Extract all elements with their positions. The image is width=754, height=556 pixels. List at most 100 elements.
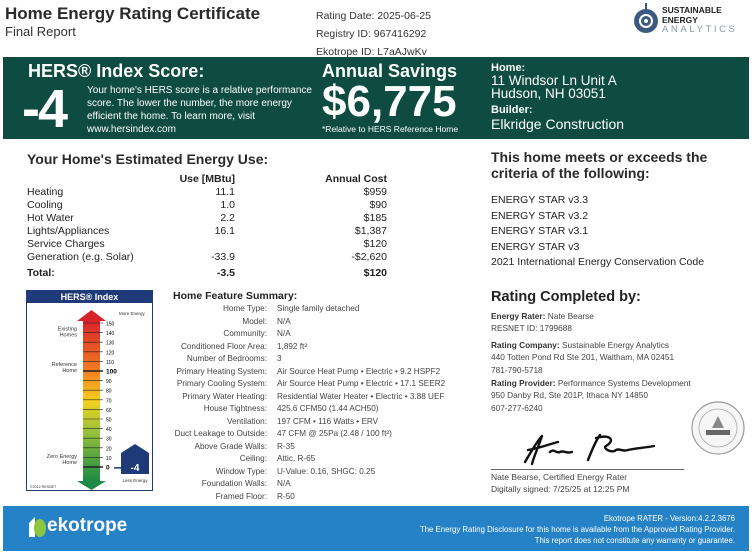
feature-row: Home Type: Single family detached [160,303,445,316]
home-info: Home: 11 Windsor Ln Unit A Hudson, NH 03… [491,62,625,133]
home-label: Home: [491,62,526,74]
criteria-item: ENERGY STAR v3.2 [491,209,589,222]
total-cost: $120 [363,267,387,279]
company-info: Rating Company: Sustainable Energy Analy… [491,339,674,376]
feature-row: Primary Heating System: Air Source Heat P… [160,366,445,379]
hers-description: Your home's HERS score is a relative per… [87,85,312,135]
certificate-title: Home Energy Rating Certificate [5,4,261,23]
feature-value: Attic, R-65 [277,454,316,463]
energy-row: Heating 11.1 $959 [27,186,387,199]
energy-cost: $185 [363,212,387,224]
feature-row: Primary Water Heating: Residential Water … [160,391,445,404]
provider-phone: 607-277-6240 [491,402,543,413]
energy-use-title: Your Home's Estimated Energy Use: [27,151,269,167]
feature-row: Above Grade Walls: R-35 [160,441,445,454]
col-use: Use [MBtu] [179,173,235,185]
feature-value: R-50 [277,491,295,501]
feature-row: Window Type: U-Value: 0.16, SHGC: 0.25 [160,466,445,479]
energy-use [167,238,235,251]
feature-label: Primary Cooling System: [176,379,267,388]
energy-use: -33.9 [211,251,235,263]
scale-tick-label: 60 [106,408,112,414]
scale-arrow-down [77,481,106,490]
company-name: Sustainable Energy Analytics [562,340,670,350]
energy-row: Hot Water 2.2 $185 [27,212,387,225]
scale-tick-label: 10 [106,456,112,462]
feature-label: Primary Water Heating: [182,391,267,401]
report-subtitle: Final Report [5,24,76,39]
ekotrope-brand: ekotrope [47,515,128,536]
feature-value: Single family detached [277,304,360,313]
feature-label: Home Type: [223,304,267,313]
rating-date: Rating Date: 2025-06-25 [316,10,431,22]
scale-bar [83,321,100,481]
criteria-title-1: This home meets or exceeds the [491,149,708,165]
energy-category: Generation (e.g. Solar) [27,251,134,263]
signer-name: Nate Bearse, Certified Energy Rater [491,472,628,482]
energy-cost: $1,387 [354,225,387,237]
energy-row: Generation (e.g. Solar) -33.9 -$2,620 [27,251,387,264]
accreditation-seal [691,401,745,455]
this-home-house-icon [121,444,149,474]
registry-id: Registry ID: 967416292 [316,28,427,40]
feature-value: 1,892 ft² [277,341,308,351]
scale-tick-label: 70 [106,398,112,404]
this-home-score: -4 [131,463,140,474]
hers-score: -4 [22,79,68,139]
signer-info: Nate Bearse, Certified Energy Rater Digi… [491,471,629,496]
savings-value: $6,775 [322,77,457,126]
energy-use-table: Use [MBtu] Annual Cost Heating 11.1 $959 Coo… [27,173,387,280]
provider-name: Performance Systems Development [557,378,691,388]
reference-home-label: Reference [52,362,77,368]
builder-label: Builder: [491,104,533,116]
feature-label: Foundation Walls: [201,479,267,488]
signature-line [491,469,684,470]
scale-tick-label: 50 [106,418,112,424]
rating-completed-title: Rating Completed by: [491,289,641,305]
existing-homes-label: Existing [58,327,77,333]
logo-line3: ANALYTICS [662,24,738,35]
savings-heading: Annual Savings [322,61,458,81]
energy-category: Lights/Appliances [27,225,110,237]
less-energy-label: Less Energy [122,478,148,483]
energy-cost: $959 [363,186,387,198]
feature-value: 3 [277,354,282,363]
feature-row: Number of Bedrooms: 3 [160,353,445,366]
footer-disclaimer: Ekotrope RATER - Version:4.2.2.3676 The … [420,513,735,546]
feature-row: Model: N/A [160,316,445,329]
energy-row: Service Charges $120 [27,238,387,251]
energy-category: Cooling [27,199,63,211]
scale-tick-label: 20 [106,446,112,452]
builder-name: Elkridge Construction [491,116,625,132]
feature-row: Ventilation: 197 CFM • 116 Watts • ERV [160,416,445,429]
energy-cost: $90 [369,199,387,211]
energy-total-row: Total: -3.5 $120 [27,264,387,280]
energy-use: 16.1 [214,225,235,237]
feature-value: 425.6 CFM50 (1.44 ACH50) [277,404,379,413]
footer: ekotrope Ekotrope RATER - Version:4.2.2.… [3,506,749,551]
feature-row: Foundation Walls: N/A [160,478,445,491]
footer-warranty: This report does not constitute any warr… [534,536,735,545]
feature-value: N/A [277,316,291,326]
hers-heading: HERS® Index Score: [28,61,205,81]
feature-label: Framed Floor: [215,491,267,501]
feature-row: Framed Floor: R-50 [160,491,445,504]
hers-index-title: HERS® Index [27,291,152,303]
zero-energy-home-label: Zero Energy [47,454,78,460]
footer-version: Ekotrope RATER - Version:4.2.2.3676 [603,514,735,523]
hers-index-scale: HERS® Index 150 140 130 120 110 100 90 80 70 60 50… [26,290,153,491]
feature-value: 197 CFM • 116 Watts • ERV [277,416,379,426]
criteria-title: This home meets or exceeds the criteria … [491,149,707,181]
feature-value: N/A [277,329,291,338]
energy-use: 1.0 [220,199,235,211]
criteria-item: ENERGY STAR v3.1 [491,225,589,238]
company-label: Rating Company: [491,340,560,350]
scale-tick-label: 80 [106,389,112,395]
feature-value: N/A [277,479,291,488]
feature-label: Window Type: [215,466,267,476]
energy-category: Hot Water [27,212,74,224]
rater-label: Energy Rater: [491,311,546,321]
scale-tick-label: 120 [106,350,115,356]
scale-tick-label: 40 [106,427,112,433]
company-logo: SUSTAINABLE ENERGY ANALYTICS [632,3,750,39]
